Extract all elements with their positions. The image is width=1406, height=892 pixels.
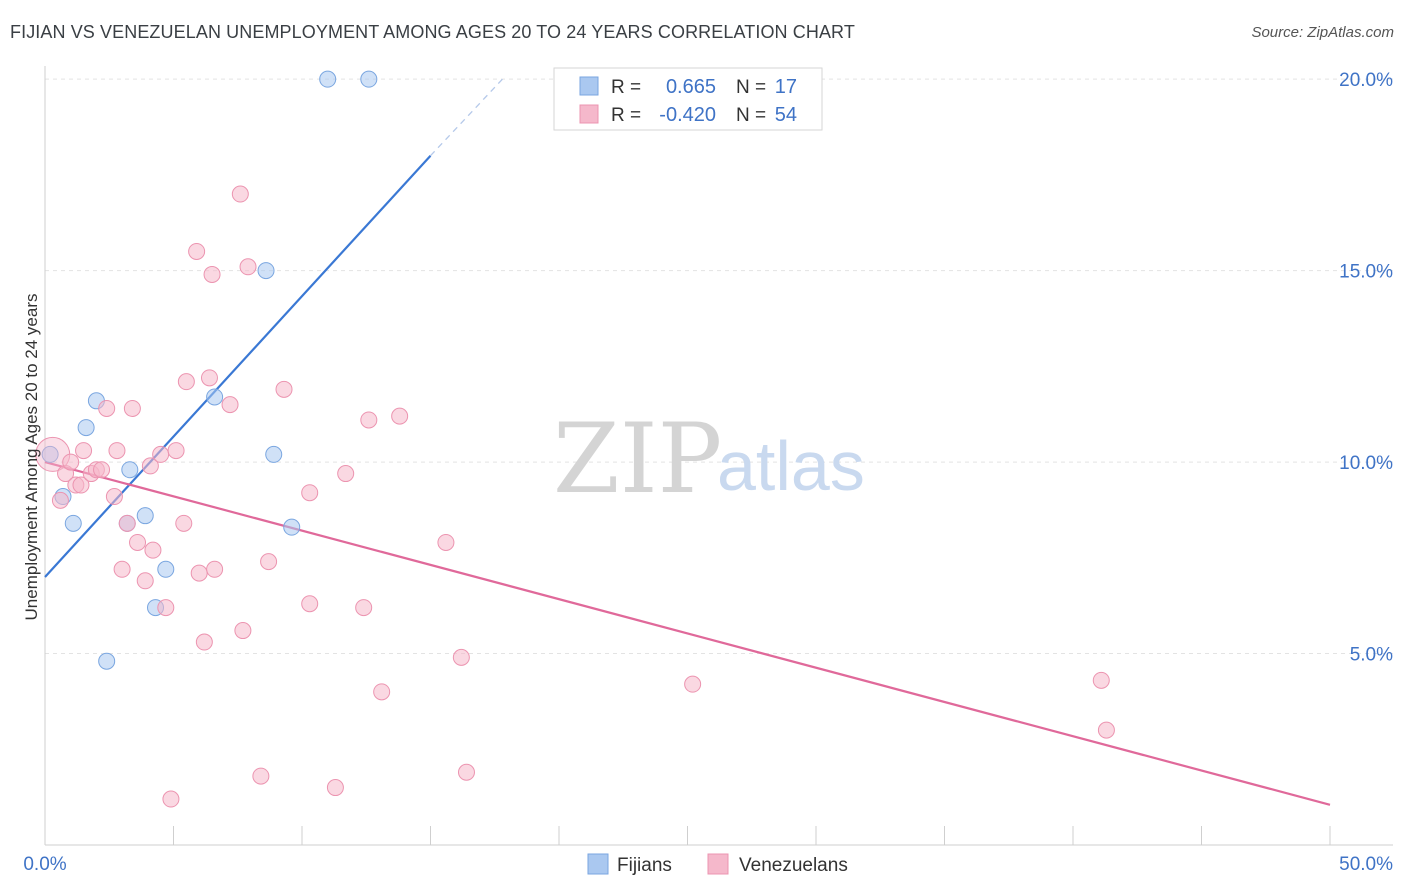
data-point-venezuelans [141, 457, 159, 475]
data-point-venezuelans [252, 767, 270, 785]
data-point-venezuelans [93, 461, 111, 479]
data-point-venezuelans [373, 683, 391, 701]
data-point-venezuelans [51, 491, 69, 509]
grid-lines [45, 78, 1393, 655]
data-point-venezuelans [98, 399, 116, 417]
legend-box [553, 67, 823, 131]
data-point-venezuelans [157, 599, 175, 617]
data-point-venezuelans [1092, 671, 1110, 689]
data-point-venezuelans [684, 675, 702, 693]
y-axis-label: Unemployment Among Ages 20 to 24 years [22, 294, 41, 621]
legend-r-value: -0.420 [659, 104, 716, 126]
watermark: ZIP atlas [553, 403, 865, 515]
y-tick-label: 20.0% [1339, 70, 1393, 91]
legend-n-label: N = [736, 77, 766, 98]
tick-labels: 5.0% 10.0% 15.0% 20.0% 0.0% 50.0% [23, 70, 1393, 875]
data-point-venezuelans [326, 779, 344, 797]
data-point-venezuelans [355, 599, 373, 617]
data-point-venezuelans [301, 595, 319, 613]
data-point-fijians [98, 652, 116, 670]
data-point-venezuelans [360, 411, 378, 429]
data-point-venezuelans [239, 258, 257, 276]
series-legend-swatch [707, 853, 729, 875]
series-legend-swatch [587, 853, 609, 875]
data-point-venezuelans [260, 553, 278, 571]
trend-extension [430, 78, 503, 157]
data-point-fijians [157, 560, 175, 578]
trend-line-fijians [44, 154, 432, 578]
data-point-venezuelans [452, 648, 470, 666]
data-point-venezuelans [200, 369, 218, 387]
watermark-atlas: atlas [717, 427, 865, 505]
watermark-zip: ZIP [553, 403, 722, 515]
stats-legend: R = 0.665 N = 17 R = -0.420 N = 54 [553, 67, 823, 131]
source-label: Source: ZipAtlas.com [1251, 24, 1394, 41]
x-tick-label: 0.0% [23, 854, 66, 875]
x-tick-label: 50.0% [1339, 854, 1393, 875]
data-point-venezuelans [337, 465, 355, 483]
series-legend: Fijians Venezuelans [587, 853, 848, 876]
data-point-venezuelans [231, 185, 249, 203]
legend-n-value: 17 [775, 76, 797, 98]
data-point-venezuelans [108, 442, 126, 460]
y-tick-label: 10.0% [1339, 453, 1393, 474]
data-point-venezuelans [234, 622, 252, 640]
data-point-venezuelans [301, 484, 319, 502]
trend-lines [44, 78, 1331, 806]
data-point-fijians [64, 514, 82, 532]
legend-n-value: 54 [775, 104, 797, 126]
legend-r-label: R = [611, 77, 641, 98]
data-point-fijians [136, 507, 154, 525]
data-point-fijians [206, 388, 224, 406]
legend-swatch [579, 104, 599, 124]
legend-r-value: 0.665 [666, 76, 716, 98]
data-point-fijians [360, 70, 378, 88]
chart-title: FIJIAN VS VENEZUELAN UNEMPLOYMENT AMONG … [10, 22, 855, 42]
data-points [35, 70, 1115, 808]
data-point-venezuelans [152, 445, 170, 463]
data-point-venezuelans [206, 560, 224, 578]
series-legend-label: Venezuelans [739, 855, 848, 876]
data-point-fijians [265, 445, 283, 463]
data-point-fijians [41, 445, 59, 463]
data-point-venezuelans [113, 560, 131, 578]
data-point-venezuelans [437, 533, 455, 551]
data-point-venezuelans [62, 453, 80, 471]
data-point-venezuelans [72, 476, 90, 494]
data-point-venezuelans [118, 514, 136, 532]
data-point-venezuelans [221, 396, 239, 414]
legend-n-label: N = [736, 105, 766, 126]
data-point-venezuelans [1097, 721, 1115, 739]
y-tick-label: 15.0% [1339, 262, 1393, 283]
data-point-venezuelans [188, 242, 206, 260]
data-point-venezuelans [144, 541, 162, 559]
data-point-venezuelans [75, 442, 93, 460]
data-point-fijians [257, 262, 275, 280]
data-point-fijians [77, 419, 95, 437]
data-point-venezuelans [177, 373, 195, 391]
data-point-venezuelans [203, 265, 221, 283]
data-point-venezuelans [123, 399, 141, 417]
data-point-venezuelans [175, 514, 193, 532]
series-legend-label: Fijians [617, 855, 672, 876]
legend-swatch [579, 76, 599, 96]
data-point-venezuelans [391, 407, 409, 425]
data-point-venezuelans [129, 533, 147, 551]
y-tick-label: 5.0% [1350, 645, 1393, 666]
trend-line-venezuelans [44, 461, 1331, 806]
data-point-venezuelans [190, 564, 208, 582]
legend-r-label: R = [611, 105, 641, 126]
data-point-fijians [319, 70, 337, 88]
data-point-fijians [283, 518, 301, 536]
data-point-venezuelans [195, 633, 213, 651]
data-point-venezuelans [136, 572, 154, 590]
data-point-venezuelans [105, 488, 123, 506]
data-point-venezuelans [275, 380, 293, 398]
data-point-venezuelans [162, 790, 180, 808]
data-point-venezuelans [457, 763, 475, 781]
data-point-fijians [121, 461, 139, 479]
data-point-venezuelans [167, 442, 185, 460]
